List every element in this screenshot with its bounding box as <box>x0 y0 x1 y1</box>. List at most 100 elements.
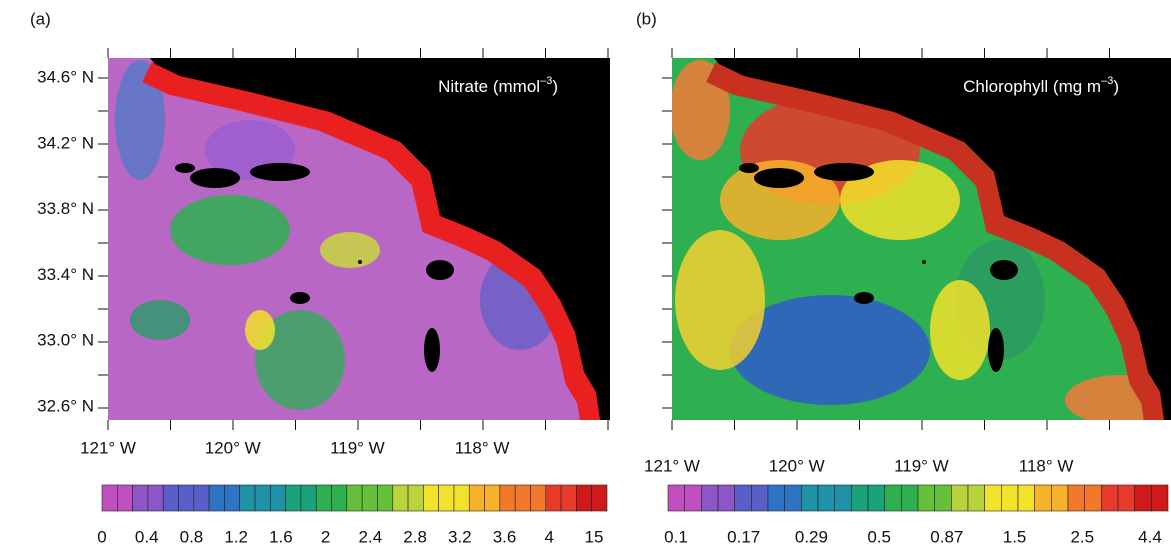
title-main: Nitrate (mmol <box>438 77 540 96</box>
colorbar-cell <box>117 485 132 511</box>
colorbar-label: 1.2 <box>224 527 248 546</box>
colorbar-cell <box>301 485 316 511</box>
panel-title: Nitrate (mmol–3) <box>438 75 558 97</box>
colorbar-label: 1.6 <box>269 527 293 546</box>
colorbar-label: 4.4 <box>1138 527 1162 546</box>
colorbar-cell <box>592 485 607 511</box>
colorbar-label: 0.87 <box>930 527 963 546</box>
colorbar-cell <box>851 485 868 511</box>
colorbar-cell <box>718 485 735 511</box>
island <box>990 260 1018 280</box>
title-main: Chlorophyll (mg m <box>963 77 1101 96</box>
island <box>424 328 440 372</box>
x-tick-label: 118° W <box>1019 456 1074 475</box>
colorbar-cell <box>1135 485 1152 511</box>
colorbar-cell <box>530 485 545 511</box>
colorbar-label: 0.5 <box>867 527 891 546</box>
colorbar-label: 2.8 <box>403 527 427 546</box>
colorbar-cell <box>1068 485 1085 511</box>
colorbar-cell <box>255 485 270 511</box>
colorbar-cell <box>801 485 818 511</box>
colorbar-cell <box>951 485 968 511</box>
y-tick-label: 34.6° N <box>37 67 94 86</box>
colorbar-cell <box>685 485 702 511</box>
colorbar-cell <box>270 485 285 511</box>
colorbar-cell <box>561 485 576 511</box>
colorbar-cell <box>546 485 561 511</box>
island <box>190 168 240 188</box>
colorbar-cell <box>102 485 117 511</box>
colorbar-cell <box>286 485 301 511</box>
colorbar-cell <box>785 485 802 511</box>
field-swirl <box>320 232 380 268</box>
colorbar-cell <box>485 485 500 511</box>
colorbar-cell <box>209 485 224 511</box>
colorbar-cell <box>393 485 408 511</box>
colorbar-cell <box>377 485 392 511</box>
colorbar-cell <box>668 485 685 511</box>
x-tick-label: 121° W <box>644 456 700 475</box>
colorbar-cell <box>768 485 785 511</box>
colorbar-cell <box>224 485 239 511</box>
colorbar-cell <box>735 485 752 511</box>
island <box>814 163 874 181</box>
island <box>739 163 759 173</box>
x-tick-label: 120° W <box>205 438 261 457</box>
colorbar-cell <box>751 485 768 511</box>
field-swirl <box>930 280 990 380</box>
panel-label: (a) <box>30 9 51 28</box>
colorbar-label: 0.29 <box>795 527 828 546</box>
title-sup: –3 <box>540 75 552 87</box>
colorbar-cell <box>423 485 438 511</box>
x-tick-label: 120° W <box>769 456 825 475</box>
panel-label: (b) <box>636 9 657 28</box>
colorbar-cell <box>1118 485 1135 511</box>
map-panel <box>670 58 1171 428</box>
colorbar-cell <box>1151 485 1168 511</box>
island <box>250 163 310 181</box>
field-swirl <box>675 230 765 370</box>
island <box>988 328 1004 372</box>
panel-title: Chlorophyll (mg m–3) <box>963 75 1119 97</box>
colorbar-label: 2.5 <box>1070 527 1094 546</box>
field-swirl <box>245 310 275 350</box>
island <box>922 260 926 264</box>
y-tick-label: 33.8° N <box>37 199 94 218</box>
y-tick-label: 34.2° N <box>37 133 94 152</box>
island <box>175 163 195 173</box>
colorbar-cell <box>316 485 331 511</box>
colorbar-cell <box>469 485 484 511</box>
colorbar-cell <box>918 485 935 511</box>
title-end: ) <box>1113 77 1119 96</box>
title-end: ) <box>552 77 558 96</box>
colorbar-cell <box>240 485 255 511</box>
colorbar-label: 3.2 <box>448 527 472 546</box>
x-tick-label: 119° W <box>894 456 949 475</box>
colorbar-cell <box>515 485 530 511</box>
colorbar-label: 1.5 <box>1003 527 1027 546</box>
colorbar-label: 0 <box>97 527 106 546</box>
y-tick-label: 32.6° N <box>37 396 94 415</box>
colorbar-cell <box>500 485 515 511</box>
colorbar-cell <box>935 485 952 511</box>
colorbar-cell <box>1101 485 1118 511</box>
colorbar-label: 2.4 <box>359 527 383 546</box>
island <box>426 260 454 280</box>
x-tick-label: 118° W <box>455 438 510 457</box>
island <box>290 292 310 304</box>
colorbar-cell <box>885 485 902 511</box>
colorbar-cell <box>835 485 852 511</box>
colorbar-cell <box>1051 485 1068 511</box>
colorbar-cell <box>408 485 423 511</box>
x-tick-label: 121° W <box>80 438 136 457</box>
colorbar-cell <box>362 485 377 511</box>
colorbar-cell <box>439 485 454 511</box>
colorbar-label: 3.6 <box>493 527 517 546</box>
colorbar-cell <box>133 485 148 511</box>
colorbar-cell <box>1001 485 1018 511</box>
island <box>358 260 362 264</box>
colorbar-cell <box>701 485 718 511</box>
figure: (a) Nitrate (mmol–3) 34.6° N 34.2° N 33.8° N… <box>0 0 1171 547</box>
y-tick-label: 33.0° N <box>37 331 94 350</box>
colorbar-cell <box>148 485 163 511</box>
